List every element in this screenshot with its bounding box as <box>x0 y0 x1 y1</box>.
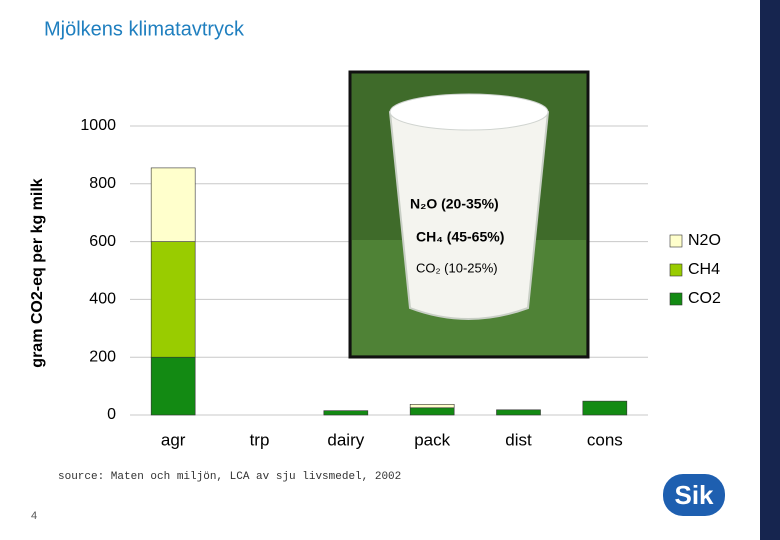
bar-segment <box>496 409 541 416</box>
page-number: 4 <box>31 510 37 522</box>
glass-rim <box>389 93 549 131</box>
bar-segment <box>150 241 196 358</box>
y-tick-label: 200 <box>89 348 116 365</box>
legend-swatch <box>669 263 683 277</box>
legend-label: CH4 <box>688 261 720 278</box>
logo-text: Sik <box>674 480 714 510</box>
legend-swatch <box>669 234 683 248</box>
legend-swatch <box>669 292 683 306</box>
legend-label: CO2 <box>688 290 721 307</box>
x-tick-label: dist <box>505 430 532 449</box>
x-tick-label: trp <box>250 430 270 449</box>
y-tick-label: 400 <box>89 291 116 308</box>
x-tick-label: pack <box>414 430 450 449</box>
legend: CO2 CH4 N2O <box>669 232 721 307</box>
bar-segment <box>150 356 196 416</box>
annotation: CO₂ (10-25%) <box>416 260 498 275</box>
y-tick-label: 1000 <box>80 117 116 134</box>
logo-badge <box>663 474 725 516</box>
legend-label: N2O <box>688 232 721 249</box>
bar-segment <box>150 167 196 242</box>
source-note: source: Maten och miljön, LCA av sju liv… <box>58 471 401 483</box>
logo: Sik <box>663 474 725 516</box>
x-tick-label: agr <box>161 430 186 449</box>
y-tick-label: 0 <box>107 406 116 423</box>
bar-segment <box>323 410 369 416</box>
bar-segment <box>582 400 628 416</box>
x-tick-label: dairy <box>327 430 364 449</box>
y-tick-label: 600 <box>89 233 116 250</box>
annotation: CH₄ (45-65%) <box>416 229 504 245</box>
x-tick-label: cons <box>587 430 623 449</box>
photo <box>348 70 590 359</box>
bar-segment <box>409 404 455 409</box>
slide-title: Mjölkens klimatavtryck <box>44 18 245 40</box>
y-axis-label: gram CO2-eq per kg milk <box>29 178 46 367</box>
side-strip <box>760 0 780 540</box>
annotation: N₂O (20-35%) <box>410 196 499 212</box>
y-tick-label: 800 <box>89 175 116 192</box>
bar-segment <box>409 407 455 416</box>
